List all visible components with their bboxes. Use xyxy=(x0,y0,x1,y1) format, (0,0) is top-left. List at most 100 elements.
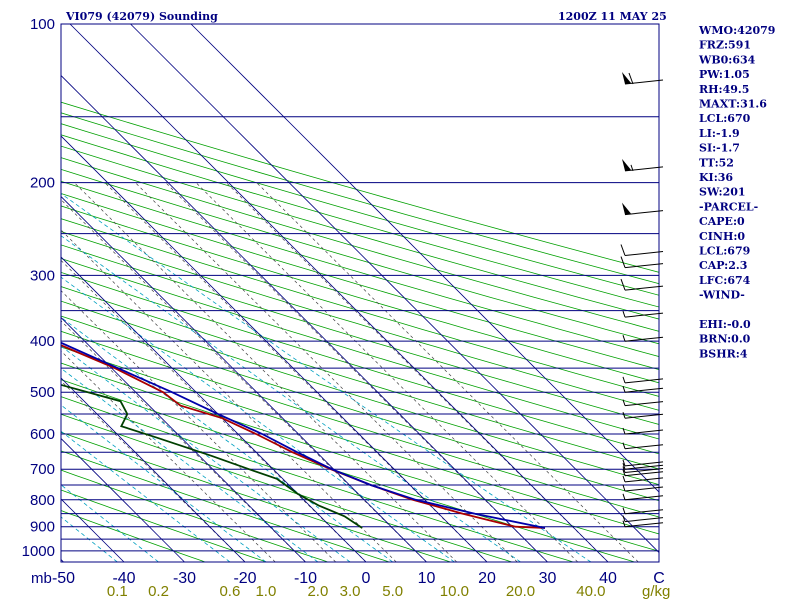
wind-barb xyxy=(622,376,664,384)
mixing-ratio-labels: 0.1 0.2 0.6 1.0 2.0 3.0 5.0 10.0 20.0 40.0 xyxy=(107,583,606,600)
isotherm-line xyxy=(190,24,659,493)
dry-adiabat-line xyxy=(61,489,267,562)
plot-frame xyxy=(60,23,660,563)
dry-adiabat-line xyxy=(61,450,390,562)
wind-barb xyxy=(622,386,664,393)
wind-barb xyxy=(620,256,664,269)
dry-adiabat-line xyxy=(61,218,659,397)
wind-barb xyxy=(622,202,664,216)
pressure-tick-label: 900 xyxy=(30,519,55,536)
dry-adiabat-line xyxy=(61,134,659,308)
wind-barb xyxy=(622,493,664,501)
isotherm-line xyxy=(61,316,306,562)
pressure-tick-label: 300 xyxy=(30,267,55,284)
dry-adiabat-line xyxy=(61,330,659,518)
wind-barb xyxy=(620,244,664,256)
pressure-tick-label: 100 xyxy=(30,16,55,33)
index-entry: -WIND- xyxy=(699,289,745,302)
dry-adiabat-line xyxy=(61,205,659,384)
index-entry: WMO:42079 xyxy=(698,24,775,37)
moist-adiabat-line xyxy=(61,199,427,562)
mixing-ratio-line xyxy=(61,316,393,562)
wind-barb xyxy=(622,427,664,435)
sounding-traces xyxy=(61,341,546,529)
mixing-ratio-label: 0.1 xyxy=(107,583,128,600)
temperature-tick-label: -40 xyxy=(112,570,135,587)
isotherm-line xyxy=(61,437,185,562)
index-entry: BSHR:4 xyxy=(699,347,748,360)
wind-barb xyxy=(620,278,664,291)
dry-adiabat-line xyxy=(61,231,659,411)
isotherm-line xyxy=(61,74,548,562)
mixing-ratio-line xyxy=(61,516,118,562)
index-entry: FRZ:591 xyxy=(699,39,751,52)
wind-barb xyxy=(622,335,664,342)
dry-adiabat-line xyxy=(61,244,659,425)
plot-area xyxy=(61,24,659,562)
pressure-tick-label: 700 xyxy=(30,461,55,478)
wind-barb xyxy=(622,475,664,483)
parcel-trace xyxy=(61,341,546,529)
index-entry: TT:52 xyxy=(699,156,734,169)
dry-adiabat-line xyxy=(61,258,659,440)
isotherm-line xyxy=(61,135,488,562)
temperature-axis-labels: -50 -40 -30 -20 -10 0 10 20 30 40 C xyxy=(52,570,665,587)
temperature-unit-label: C xyxy=(653,570,665,587)
index-entry: RH:49.5 xyxy=(699,83,749,96)
index-entry: MAXT:31.6 xyxy=(699,98,767,111)
mixing-ratio-label: 10.0 xyxy=(440,583,469,600)
wind-barb xyxy=(622,158,664,172)
index-entry: LI:-1.9 xyxy=(699,127,740,140)
mixing-ratio-line xyxy=(61,235,521,562)
mixing-ratio-label: 0.2 xyxy=(148,583,169,600)
mixing-ratio-unit: g/kg xyxy=(642,583,670,600)
index-entry: SI:-1.7 xyxy=(699,142,740,155)
index-entry: KI:36 xyxy=(699,171,733,184)
dry-adiabat-line xyxy=(61,145,659,320)
wind-barb xyxy=(622,72,664,85)
dry-adiabat-line xyxy=(61,413,513,562)
dry-adiabat-line xyxy=(61,300,659,486)
moist-adiabat-line xyxy=(226,182,609,562)
isotherms xyxy=(61,24,659,562)
temperature-tick-label: -50 xyxy=(52,570,75,587)
dry-adiabat-line xyxy=(61,469,328,562)
wind-barb xyxy=(622,484,664,492)
dry-adiabats xyxy=(61,101,659,562)
moist-adiabat-line xyxy=(256,182,639,562)
moist-adiabat-line xyxy=(61,380,246,562)
isotherm-line xyxy=(130,24,659,554)
chart-time: 1200Z 11 MAY 25 xyxy=(558,10,667,23)
chart-title: VI079 (42079) Sounding xyxy=(65,10,218,23)
dry-adiabat-line xyxy=(61,315,659,502)
isotherm-line xyxy=(69,24,609,562)
pressure-tick-label: 500 xyxy=(30,384,55,401)
index-entry: PW:1.05 xyxy=(699,68,750,81)
wind-barb xyxy=(622,469,664,477)
moist-adiabat-line xyxy=(61,350,276,562)
index-entry: BRN:0.0 xyxy=(699,333,751,346)
mixing-ratio-label: 20.0 xyxy=(506,583,535,600)
wind-barb xyxy=(622,507,664,515)
dry-adiabat-line xyxy=(61,180,659,357)
mixing-ratio-label: 1.0 xyxy=(255,583,276,600)
wind-barb xyxy=(622,310,664,318)
temperature-trace xyxy=(61,344,546,529)
isotherm-line xyxy=(61,377,246,562)
mixing-ratio-label: 5.0 xyxy=(382,583,403,600)
pressure-axis-labels: 100 200 300 400 500 600 700 800 900 1000 xyxy=(22,16,55,560)
wind-barb xyxy=(622,442,664,450)
temperature-tick-label: 20 xyxy=(478,570,496,587)
index-entry: LFC:674 xyxy=(699,274,751,287)
mixing-ratio-line xyxy=(61,404,267,562)
temperature-tick-label: 30 xyxy=(539,570,557,587)
mixing-ratio-label: 2.0 xyxy=(307,583,328,600)
dry-adiabat-line xyxy=(61,157,659,332)
dewpoint-trace xyxy=(61,383,363,529)
pressure-tick-label: 600 xyxy=(30,426,55,443)
mixing-ratio-label: 40.0 xyxy=(576,583,605,600)
moist-adiabat-line xyxy=(165,182,548,562)
